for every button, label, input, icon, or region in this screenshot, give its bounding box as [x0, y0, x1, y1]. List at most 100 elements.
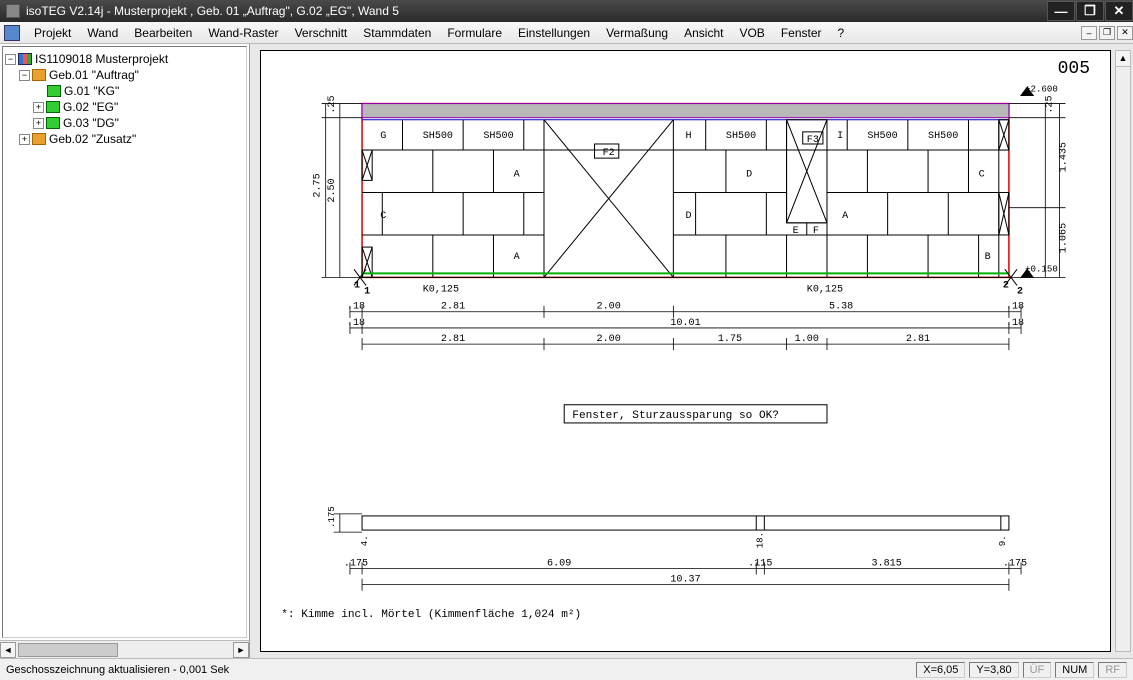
svg-text:.25: .25 — [1044, 95, 1055, 113]
tree-item-label[interactable]: G.03 "DG" — [63, 116, 119, 130]
svg-text:.18: .18 — [1006, 318, 1024, 329]
maximize-button[interactable]: ❐ — [1076, 1, 1104, 21]
menu-ansicht[interactable]: Ansicht — [676, 24, 731, 42]
svg-text:C: C — [380, 211, 386, 222]
svg-text:SH500: SH500 — [928, 131, 958, 142]
menu-fenster[interactable]: Fenster — [773, 24, 830, 42]
status-num: NUM — [1055, 662, 1094, 678]
wall-drawing: G SH500 SH500 F2 H SH500 F3 I SH500 SH50… — [261, 51, 1110, 657]
tree-item-label[interactable]: Geb.01 "Auftrag" — [49, 68, 139, 82]
svg-text:.18: .18 — [347, 318, 365, 329]
tree-toggle[interactable]: + — [33, 102, 44, 113]
svg-text:E: E — [793, 226, 799, 237]
svg-text:A: A — [514, 252, 521, 263]
svg-text:D: D — [746, 169, 752, 180]
close-button[interactable]: ✕ — [1105, 1, 1133, 21]
svg-text:4.: 4. — [359, 535, 370, 546]
svg-text:2.81: 2.81 — [906, 334, 930, 345]
svg-text:*: Kimme incl. Mörtel (Kimmen: *: Kimme incl. Mörtel (Kimmenfläche 1,02… — [281, 609, 581, 621]
svg-text:.115: .115 — [748, 558, 772, 569]
mdi-close-button[interactable]: ✕ — [1117, 26, 1133, 40]
svg-text:F3: F3 — [807, 135, 819, 146]
tree-toggle[interactable]: − — [5, 54, 16, 65]
svg-text:1.435: 1.435 — [1059, 142, 1070, 172]
svg-text:18.: 18. — [754, 532, 765, 548]
svg-text:.175: .175 — [1003, 558, 1027, 569]
svg-text:I: I — [837, 131, 843, 142]
svg-text:A: A — [514, 169, 521, 180]
svg-text:D: D — [685, 211, 691, 222]
building-icon — [32, 133, 46, 145]
svg-text:.25: .25 — [327, 95, 338, 113]
svg-text:2.50: 2.50 — [327, 178, 338, 202]
tree-panel: − IS1109018 Musterprojekt − Geb.01 "Auft… — [0, 44, 250, 658]
floor-icon — [46, 117, 60, 129]
svg-text:F: F — [813, 226, 819, 237]
mdi-restore-button[interactable]: ❐ — [1099, 26, 1115, 40]
menu-einstellungen[interactable]: Einstellungen — [510, 24, 598, 42]
project-tree[interactable]: − IS1109018 Musterprojekt − Geb.01 "Auft… — [2, 46, 247, 638]
scroll-left-icon[interactable]: ◄ — [0, 642, 16, 658]
svg-text:B: B — [985, 252, 991, 263]
svg-text:.175: .175 — [344, 558, 368, 569]
tree-toggle[interactable]: + — [33, 118, 44, 129]
menubar-app-icon — [4, 25, 20, 41]
menu-stammdaten[interactable]: Stammdaten — [355, 24, 439, 42]
svg-text:SH500: SH500 — [423, 131, 453, 142]
menu-help[interactable]: ? — [830, 24, 853, 42]
scroll-thumb[interactable] — [18, 643, 118, 657]
svg-text:A: A — [842, 211, 849, 222]
tree-hscroll[interactable]: ◄ ► — [0, 640, 249, 658]
project-icon — [18, 53, 32, 65]
app-icon — [6, 4, 20, 18]
tree-item-label[interactable]: G.02 "EG" — [63, 100, 118, 114]
svg-text:1.75: 1.75 — [718, 334, 742, 345]
menu-vermassung[interactable]: Vermaßung — [598, 24, 676, 42]
floor-icon — [46, 101, 60, 113]
tree-item-label[interactable]: Geb.02 "Zusatz" — [49, 132, 136, 146]
svg-text:SH500: SH500 — [483, 131, 513, 142]
svg-text:H: H — [685, 131, 691, 142]
menubar: Projekt Wand Bearbeiten Wand-Raster Vers… — [0, 22, 1133, 44]
svg-text:C: C — [979, 169, 985, 180]
titlebar: isoTEG V2.14j - Musterprojekt , Geb. 01 … — [0, 0, 1133, 22]
svg-text:2.81: 2.81 — [441, 302, 465, 313]
floor-icon — [47, 85, 61, 97]
tree-item-label[interactable]: G.01 "KG" — [64, 84, 119, 98]
menu-vob[interactable]: VOB — [731, 24, 772, 42]
tree-toggle[interactable]: − — [19, 70, 30, 81]
svg-text:10.37: 10.37 — [670, 575, 700, 586]
svg-text:Fenster, Sturzaussparung so OK: Fenster, Sturzaussparung so OK? — [572, 410, 779, 422]
mdi-minimize-button[interactable]: – — [1081, 26, 1097, 40]
svg-text:1.00: 1.00 — [795, 334, 819, 345]
svg-text:2.00: 2.00 — [597, 302, 621, 313]
svg-text:G: G — [380, 131, 386, 142]
svg-text:6.09: 6.09 — [547, 558, 571, 569]
menu-formulare[interactable]: Formulare — [439, 24, 510, 42]
tree-toggle[interactable]: + — [19, 134, 30, 145]
svg-text:SH500: SH500 — [726, 131, 756, 142]
status-x: X=6,05 — [916, 662, 965, 678]
status-y: Y=3,80 — [969, 662, 1018, 678]
scroll-right-icon[interactable]: ► — [233, 642, 249, 658]
tree-root-label[interactable]: IS1109018 Musterprojekt — [35, 52, 168, 66]
menu-wand[interactable]: Wand — [79, 24, 126, 42]
svg-text:.175: .175 — [326, 506, 337, 528]
svg-text:F2: F2 — [603, 148, 615, 159]
menu-verschnitt[interactable]: Verschnitt — [287, 24, 356, 42]
svg-text:2.00: 2.00 — [597, 334, 621, 345]
minimize-button[interactable]: — — [1047, 1, 1075, 21]
menu-projekt[interactable]: Projekt — [26, 24, 79, 42]
scroll-up-icon[interactable]: ▲ — [1116, 51, 1130, 67]
menu-wand-raster[interactable]: Wand-Raster — [200, 24, 286, 42]
status-uf: ÜF — [1023, 662, 1052, 678]
canvas-vscroll[interactable]: ▲ — [1115, 50, 1131, 652]
drawing-canvas[interactable]: 005 — [250, 44, 1133, 658]
statusbar: Geschosszeichnung aktualisieren - 0,001 … — [0, 658, 1133, 680]
svg-text:.18: .18 — [1006, 302, 1024, 313]
menu-bearbeiten[interactable]: Bearbeiten — [126, 24, 200, 42]
svg-text:K0,125: K0,125 — [807, 285, 843, 296]
svg-text:1.065: 1.065 — [1059, 223, 1070, 253]
svg-text:2.75: 2.75 — [313, 173, 324, 197]
svg-text:1: 1 — [354, 281, 360, 292]
